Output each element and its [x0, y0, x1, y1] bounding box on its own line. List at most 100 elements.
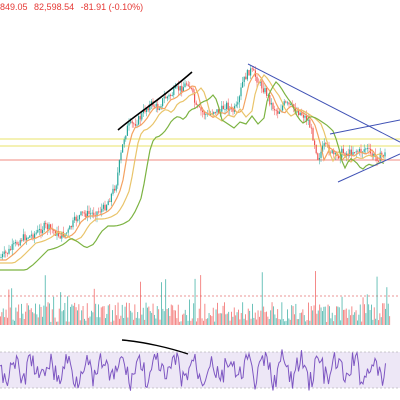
volume-bar — [107, 305, 109, 325]
volume-bar — [372, 319, 374, 325]
volume-bar — [296, 319, 298, 325]
volume-bar — [371, 304, 372, 325]
volume-bar — [2, 308, 4, 325]
volume-bar — [16, 311, 18, 325]
candle-body — [24, 234, 26, 241]
volume-bar — [365, 313, 367, 325]
candle-body — [224, 109, 226, 110]
legend-high: 82,598.54 — [34, 2, 75, 12]
candle-body — [360, 148, 362, 154]
volume-bar — [350, 315, 351, 325]
volume-bar — [22, 313, 24, 325]
volume-panel[interactable] — [0, 271, 400, 325]
volume-bar — [373, 307, 375, 325]
volume-bar — [126, 302, 127, 325]
volume-bar — [173, 310, 175, 325]
volume-bar — [345, 308, 347, 325]
volume-bar — [156, 306, 158, 325]
hand-drawn-curve[interactable] — [117, 71, 193, 131]
volume-bar — [36, 314, 38, 325]
volume-bar — [175, 310, 176, 325]
volume-bar — [51, 309, 53, 325]
volume-bar — [100, 307, 102, 325]
trendline-support[interactable] — [329, 119, 400, 135]
volume-bar — [315, 271, 316, 325]
volume-bar — [201, 318, 203, 325]
rsi-hand-drawn-curve[interactable] — [121, 339, 189, 355]
candle-body — [181, 85, 183, 93]
candle-body — [251, 68, 253, 70]
volume-bar — [261, 272, 263, 325]
candle-body — [250, 68, 252, 76]
volume-bar — [331, 312, 333, 325]
volume-bar — [105, 318, 106, 325]
candle-body — [222, 105, 224, 110]
volume-bar — [233, 307, 235, 325]
volume-bar — [359, 304, 361, 325]
candle-body — [154, 106, 156, 108]
volume-bar — [313, 305, 315, 325]
candle-body — [112, 188, 114, 194]
volume-bar — [254, 312, 256, 325]
price-panel[interactable] — [0, 63, 400, 271]
volume-bar — [184, 309, 186, 325]
candle-body — [176, 86, 178, 88]
candle-body — [274, 109, 276, 111]
volume-bar — [88, 317, 90, 325]
volume-bar — [344, 309, 346, 325]
volume-bar — [204, 303, 206, 325]
volume-bar — [75, 307, 77, 325]
candle-body — [45, 222, 47, 225]
volume-bar — [50, 321, 52, 325]
legend-change: -81.91 (-0.10%) — [80, 2, 144, 12]
candle-body — [342, 148, 344, 154]
candle-body — [128, 122, 130, 126]
volume-bar — [299, 313, 301, 325]
volume-bar — [288, 318, 290, 325]
candle-body — [379, 152, 381, 162]
volume-bar — [1, 312, 3, 325]
candle-body — [363, 149, 365, 152]
candle-body — [203, 112, 205, 115]
candle-body — [2, 254, 4, 258]
candle-body — [323, 143, 325, 146]
candle-body — [267, 95, 269, 96]
volume-bar — [319, 304, 321, 325]
volume-bar — [60, 292, 62, 325]
trendline-lower[interactable] — [337, 153, 400, 183]
trendline-upper[interactable] — [247, 63, 400, 143]
volume-bar — [98, 304, 99, 325]
candle-body — [320, 151, 322, 158]
volume-bar — [121, 304, 123, 325]
volume-bar — [29, 309, 31, 325]
volume-bar — [320, 307, 322, 325]
volume-bar — [198, 308, 200, 325]
candle-body — [182, 87, 184, 93]
candle-body — [34, 233, 36, 239]
candle-body — [147, 108, 149, 111]
candle-body — [179, 85, 181, 91]
candle-body — [120, 152, 122, 161]
candle-body — [272, 103, 274, 110]
volume-bar — [110, 321, 112, 325]
volume-bar — [305, 321, 307, 325]
volume-bar — [238, 309, 239, 325]
volume-bar — [271, 302, 273, 325]
candle-body — [366, 148, 368, 150]
volume-bar — [196, 321, 197, 325]
rsi-panel[interactable] — [0, 339, 400, 391]
candle-body — [93, 212, 95, 216]
volume-bar — [39, 304, 41, 325]
volume-bar — [180, 321, 182, 325]
volume-bar — [291, 305, 293, 325]
candle-body — [102, 204, 104, 209]
candle-body — [8, 248, 10, 254]
candle-body — [173, 88, 175, 96]
candle-body — [378, 161, 380, 162]
candle-body — [262, 88, 264, 93]
candle-body — [122, 144, 124, 153]
volume-bar — [252, 303, 253, 325]
volume-bar — [337, 306, 339, 325]
